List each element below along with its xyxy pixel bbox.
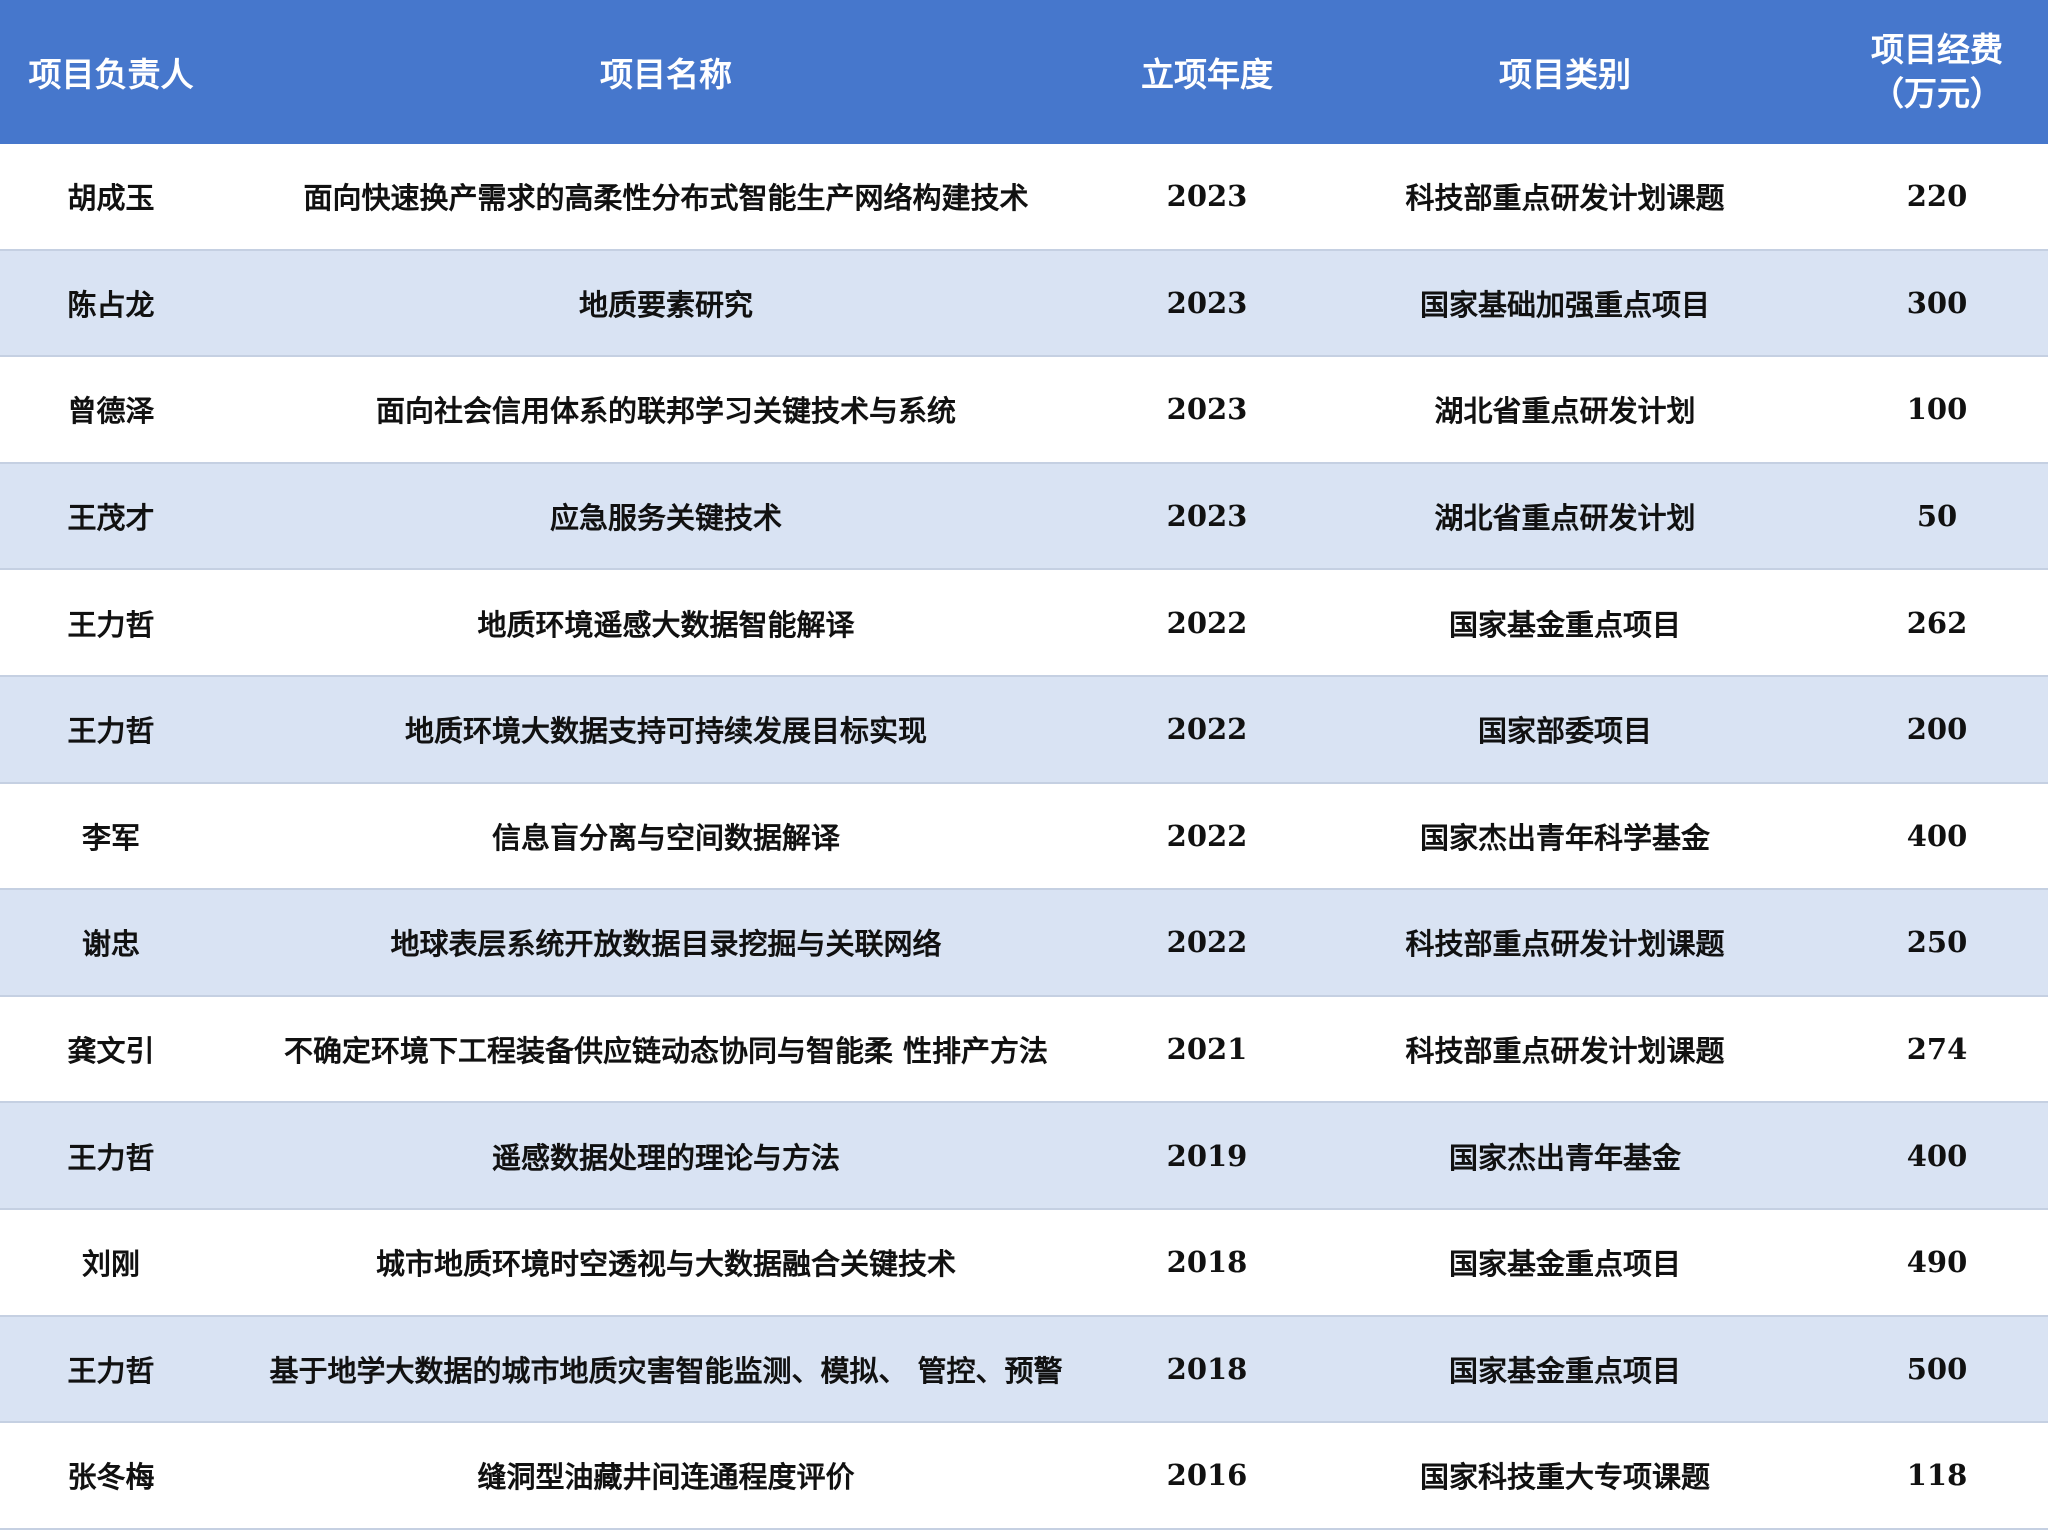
cell-leader: 陈占龙 (67, 287, 155, 322)
cell-leader: 王力哲 (67, 1140, 155, 1175)
table-row: 陈占龙 地质要素研究 2023 国家基础加强重点项目 300 (0, 250, 2048, 358)
cell-name: 面向社会信用体系的联邦学习关键技术与系统 (375, 394, 956, 429)
cell-year: 2022 (1166, 818, 1248, 853)
cell-name: 缝洞型油藏井间连通程度评价 (477, 1460, 855, 1495)
cell-category: 国家部委项目 (1477, 714, 1652, 749)
cell-name: 地质环境大数据支持可持续发展目标实现 (404, 714, 927, 749)
cell-name: 地质要素研究 (578, 287, 753, 322)
cell-leader: 胡成玉 (67, 181, 155, 216)
cell-leader: 王力哲 (67, 714, 155, 749)
cell-funding: 220 (1906, 179, 1968, 214)
table-header: 项目负责人 项目名称 立项年度 项目类别 项目经费 （万元） (0, 0, 2048, 144)
cell-leader: 王茂才 (67, 501, 155, 536)
header-name: 项目名称 (600, 55, 732, 94)
cell-year: 2023 (1166, 499, 1248, 534)
cell-name: 不确定环境下工程装备供应链动态协同与智能柔 性排产方法 (283, 1034, 1049, 1069)
header-category: 项目类别 (1499, 55, 1631, 94)
cell-name: 基于地学大数据的城市地质灾害智能监测、模拟、 管控、预警 (269, 1353, 1063, 1388)
table-row: 李军 信息盲分离与空间数据解译 2022 国家杰出青年科学基金 400 (0, 783, 2048, 891)
cell-funding: 490 (1906, 1245, 1968, 1280)
cell-year: 2018 (1166, 1245, 1248, 1280)
table-row: 谢忠 地球表层系统开放数据目录挖掘与关联网络 2022 科技部重点研发计划课题 250 (0, 890, 2048, 997)
cell-year: 2019 (1166, 1138, 1248, 1173)
cell-category: 国家杰出青年基金 (1448, 1140, 1681, 1175)
cell-leader: 刘刚 (81, 1247, 140, 1282)
cell-year: 2022 (1166, 605, 1248, 640)
cell-funding: 250 (1906, 925, 1968, 960)
cell-leader: 李军 (81, 820, 140, 855)
cell-name: 应急服务关键技术 (549, 501, 782, 536)
cell-category: 科技部重点研发计划课题 (1405, 1034, 1725, 1069)
cell-category: 国家基金重点项目 (1448, 1247, 1681, 1282)
cell-category: 湖北省重点研发计划 (1434, 501, 1696, 536)
header-year: 立项年度 (1141, 55, 1273, 94)
table-row: 王力哲 地质环境遥感大数据智能解译 2022 国家基金重点项目 262 (0, 570, 2048, 677)
cell-category: 国家杰出青年科学基金 (1419, 820, 1710, 855)
cell-category: 科技部重点研发计划课题 (1405, 927, 1725, 962)
cell-year: 2021 (1166, 1032, 1248, 1067)
cell-leader: 谢忠 (81, 927, 140, 962)
cell-funding: 262 (1906, 605, 1968, 640)
cell-funding: 500 (1906, 1351, 1968, 1386)
cell-name: 地质环境遥感大数据智能解译 (477, 607, 855, 642)
cell-category: 国家基础加强重点项目 (1419, 287, 1710, 322)
cell-name: 城市地质环境时空透视与大数据融合关键技术 (375, 1247, 956, 1282)
cell-year: 2023 (1166, 285, 1248, 320)
cell-name: 面向快速换产需求的高柔性分布式智能生产网络构建技术 (303, 181, 1029, 216)
table-row: 张冬梅 缝洞型油藏井间连通程度评价 2016 国家科技重大专项课题 118 (0, 1423, 2048, 1530)
cell-year: 2016 (1166, 1458, 1248, 1493)
cell-funding: 50 (1916, 499, 1958, 534)
table-row: 龚文引 不确定环境下工程装备供应链动态协同与智能柔 性排产方法 2021 科技部重点研… (0, 996, 2048, 1104)
cell-leader: 张冬梅 (67, 1460, 155, 1495)
header-funding: 项目经费 （万元） (1826, 28, 2048, 116)
header-funding-unit: （万元） (1871, 74, 2003, 113)
cell-category: 科技部重点研发计划课题 (1405, 181, 1725, 216)
header-leader: 项目负责人 (28, 55, 194, 94)
table-row: 王力哲 遥感数据处理的理论与方法 2019 国家杰出青年基金 400 (0, 1103, 2048, 1210)
cell-leader: 王力哲 (67, 1353, 155, 1388)
cell-year: 2022 (1166, 712, 1248, 747)
table-row: 王力哲 地质环境大数据支持可持续发展目标实现 2022 国家部委项目 200 (0, 676, 2048, 784)
cell-year: 2018 (1166, 1351, 1248, 1386)
cell-name: 地球表层系统开放数据目录挖掘与关联网络 (390, 927, 942, 962)
cell-leader: 龚文引 (67, 1034, 155, 1069)
table-row: 王茂才 应急服务关键技术 2023 湖北省重点研发计划 50 (0, 463, 2048, 571)
cell-leader: 王力哲 (67, 607, 155, 642)
cell-name: 遥感数据处理的理论与方法 (491, 1140, 840, 1175)
header-funding-label: 项目经费 (1871, 30, 2003, 69)
cell-year: 2023 (1166, 392, 1248, 427)
cell-leader: 曾德泽 (67, 394, 155, 429)
table-row: 胡成玉 面向快速换产需求的高柔性分布式智能生产网络构建技术 2023 科技部重点研发计… (0, 144, 2048, 251)
cell-year: 2023 (1166, 179, 1248, 214)
cell-category: 湖北省重点研发计划 (1434, 394, 1696, 429)
cell-funding: 400 (1906, 818, 1968, 853)
cell-funding: 400 (1906, 1138, 1968, 1173)
table-row: 刘刚 城市地质环境时空透视与大数据融合关键技术 2018 国家基金重点项目 490 (0, 1209, 2048, 1317)
cell-year: 2022 (1166, 925, 1248, 960)
cell-name: 信息盲分离与空间数据解译 (491, 820, 840, 855)
table-row: 曾德泽 面向社会信用体系的联邦学习关键技术与系统 2023 湖北省重点研发计划 100 (0, 357, 2048, 464)
cell-funding: 300 (1906, 285, 1968, 320)
cell-funding: 274 (1906, 1032, 1968, 1067)
cell-category: 国家基金重点项目 (1448, 1353, 1681, 1388)
cell-funding: 118 (1906, 1458, 1968, 1493)
cell-funding: 200 (1906, 712, 1968, 747)
table-row: 王力哲 基于地学大数据的城市地质灾害智能监测、模拟、 管控、预警 2018 国家基金重… (0, 1316, 2048, 1424)
cell-funding: 100 (1906, 392, 1968, 427)
cell-category: 国家基金重点项目 (1448, 607, 1681, 642)
cell-category: 国家科技重大专项课题 (1419, 1460, 1710, 1495)
